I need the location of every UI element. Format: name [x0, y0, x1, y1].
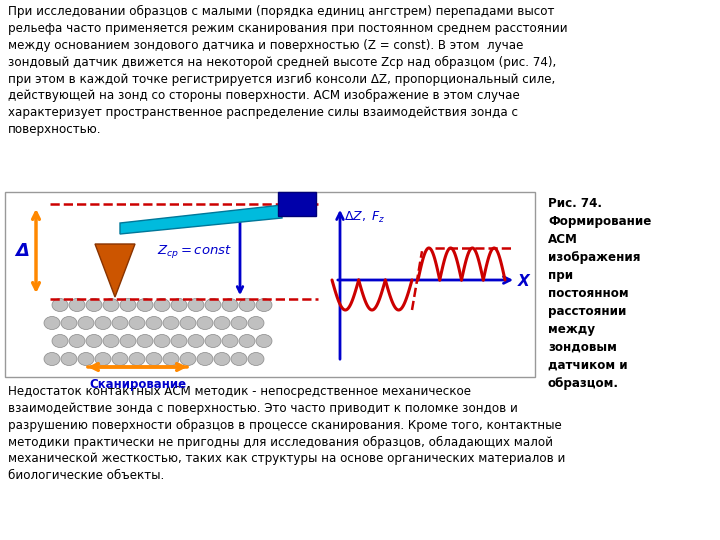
Text: X: X [518, 274, 530, 289]
Ellipse shape [256, 299, 272, 312]
Ellipse shape [154, 299, 170, 312]
Text: $Z_{cp} = const$: $Z_{cp} = const$ [158, 243, 233, 260]
Text: Сканирование: Сканирование [89, 378, 186, 391]
Ellipse shape [61, 353, 77, 366]
Ellipse shape [112, 316, 128, 329]
Text: При исследовании образцов с малыми (порядка единиц ангстрем) перепадами высот
ре: При исследовании образцов с малыми (поря… [8, 5, 567, 136]
Text: Δ: Δ [15, 242, 29, 260]
Ellipse shape [103, 299, 119, 312]
Ellipse shape [103, 334, 119, 348]
Ellipse shape [222, 334, 238, 348]
Ellipse shape [163, 316, 179, 329]
Text: $\Delta Z,\ F_z$: $\Delta Z,\ F_z$ [344, 210, 385, 225]
Ellipse shape [239, 334, 255, 348]
Ellipse shape [205, 299, 221, 312]
Ellipse shape [95, 316, 111, 329]
Ellipse shape [78, 353, 94, 366]
Ellipse shape [180, 353, 196, 366]
Ellipse shape [52, 299, 68, 312]
Ellipse shape [78, 316, 94, 329]
Ellipse shape [120, 334, 136, 348]
Ellipse shape [129, 316, 145, 329]
Ellipse shape [163, 353, 179, 366]
Ellipse shape [197, 316, 213, 329]
Ellipse shape [239, 299, 255, 312]
Ellipse shape [205, 334, 221, 348]
Polygon shape [120, 205, 282, 234]
Ellipse shape [154, 334, 170, 348]
Ellipse shape [180, 316, 196, 329]
Ellipse shape [248, 353, 264, 366]
Ellipse shape [171, 334, 187, 348]
Ellipse shape [214, 316, 230, 329]
Bar [5, 192, 535, 377]
Ellipse shape [120, 299, 136, 312]
Ellipse shape [69, 299, 85, 312]
Ellipse shape [188, 299, 204, 312]
Ellipse shape [197, 353, 213, 366]
Ellipse shape [95, 353, 111, 366]
Ellipse shape [112, 353, 128, 366]
Ellipse shape [256, 334, 272, 348]
Ellipse shape [52, 334, 68, 348]
Ellipse shape [231, 316, 247, 329]
Ellipse shape [86, 299, 102, 312]
Bar [278, 192, 316, 216]
Ellipse shape [146, 353, 162, 366]
Ellipse shape [231, 353, 247, 366]
Ellipse shape [248, 316, 264, 329]
Ellipse shape [222, 299, 238, 312]
Ellipse shape [69, 334, 85, 348]
Ellipse shape [44, 316, 60, 329]
Polygon shape [95, 244, 135, 297]
Ellipse shape [137, 334, 153, 348]
Ellipse shape [188, 334, 204, 348]
Ellipse shape [61, 316, 77, 329]
Ellipse shape [129, 353, 145, 366]
Ellipse shape [44, 353, 60, 366]
Ellipse shape [86, 334, 102, 348]
Ellipse shape [214, 353, 230, 366]
Text: Недостаток контактных АСМ методик - непосредственное механическое
взаимодействие: Недостаток контактных АСМ методик - непо… [8, 385, 565, 482]
Ellipse shape [171, 299, 187, 312]
Text: Рис. 74.
Формирование
АСМ
изображения
при
постоянном
расстоянии
между
зондовым
д: Рис. 74. Формирование АСМ изображения пр… [548, 197, 652, 390]
Ellipse shape [137, 299, 153, 312]
Ellipse shape [146, 316, 162, 329]
